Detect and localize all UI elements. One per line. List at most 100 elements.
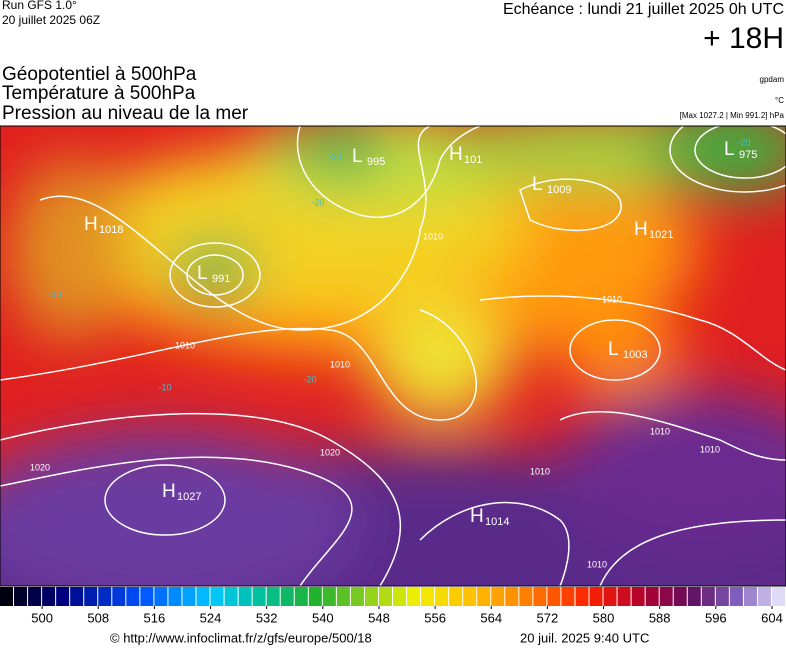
isobar-label: 1010 xyxy=(530,466,550,476)
colorbar-label: 532 xyxy=(256,610,278,625)
colorbar-swatch xyxy=(210,587,224,606)
isobar-label: 1010 xyxy=(175,340,195,350)
isobar-label: 1020 xyxy=(320,447,340,457)
colorbar-swatch xyxy=(715,587,729,606)
colorbar-swatch xyxy=(294,587,308,606)
valid-time: Echéance : lundi 21 juillet 2025 0h UTC xyxy=(503,1,784,18)
center-value: 1018 xyxy=(99,224,123,236)
colorbar-swatch xyxy=(42,587,56,606)
center-value: 1027 xyxy=(177,491,201,503)
colorbar-swatch xyxy=(743,587,757,606)
colorbar-swatch xyxy=(154,587,168,606)
colorbar-swatch xyxy=(561,587,575,606)
colorbar-label: 572 xyxy=(537,610,559,625)
colorbar-swatch xyxy=(701,587,715,606)
center-letter: L xyxy=(608,339,619,360)
colorbar-swatch xyxy=(322,587,336,606)
temp-label: -10 xyxy=(158,382,171,392)
colorbar-swatch xyxy=(617,587,631,606)
center-value: 1021 xyxy=(649,229,673,241)
colorbar-swatch xyxy=(575,587,589,606)
colorbar-swatch xyxy=(547,587,561,606)
center-value: 975 xyxy=(739,149,757,161)
temp-label: -10 xyxy=(48,289,61,299)
colorbar-swatch xyxy=(407,587,421,606)
center-letter: L xyxy=(352,146,363,167)
map-frame xyxy=(0,125,786,587)
colorbar-swatch xyxy=(463,587,477,606)
colorbar-swatch xyxy=(14,587,28,606)
temp-label: -20 xyxy=(328,151,341,161)
colorbar-label: 588 xyxy=(649,610,671,625)
isobars xyxy=(0,126,786,586)
colorbar-label: 500 xyxy=(31,610,53,625)
unit: gpdam xyxy=(760,75,785,84)
colorbar-swatch xyxy=(28,587,42,606)
colorbar-swatch xyxy=(631,587,645,606)
colorbar-swatch xyxy=(477,587,491,606)
isobar-label: 1010 xyxy=(587,559,607,569)
colorbar-swatch xyxy=(757,587,771,606)
colorbar-swatch xyxy=(336,587,350,606)
colorbar-swatch xyxy=(435,587,449,606)
colorbar-swatch xyxy=(364,587,378,606)
colorbar-swatch xyxy=(126,587,140,606)
center-letter: L xyxy=(532,174,543,195)
colorbar-label: 524 xyxy=(200,610,222,625)
isobar-label: 1010 xyxy=(700,444,720,454)
colorbar-label: 540 xyxy=(312,610,334,625)
title: Température à 500hPa xyxy=(2,83,196,104)
title: Géopotentiel à 500hPa xyxy=(2,64,197,85)
run: Run GFS 1.0° xyxy=(2,0,77,12)
colorbar-swatch xyxy=(252,587,266,606)
center-value: 1009 xyxy=(547,184,571,196)
colorbar-swatch xyxy=(659,587,673,606)
colorbar-label: 604 xyxy=(761,610,783,625)
colorbar-swatch xyxy=(589,587,603,606)
colorbar-swatch xyxy=(505,587,519,606)
colorbar-swatch xyxy=(687,587,701,606)
center-letter: H xyxy=(449,144,463,165)
colorbar-swatch xyxy=(70,587,84,606)
colorbar-swatch xyxy=(378,587,392,606)
colorbar-swatch xyxy=(771,587,785,606)
colorbar-label: 556 xyxy=(424,610,446,625)
colorbar-swatch xyxy=(673,587,687,606)
center-letter: H xyxy=(634,219,648,240)
center-value: 991 xyxy=(212,273,230,285)
colorbar-swatch xyxy=(393,587,407,606)
colorbar-swatch xyxy=(645,587,659,606)
center-letter: L xyxy=(724,139,735,160)
center-value: 995 xyxy=(367,156,385,168)
colorbar-swatch xyxy=(238,587,252,606)
colorbar-swatch xyxy=(449,587,463,606)
isobar-label: 1010 xyxy=(423,231,443,241)
colorbar-swatch xyxy=(0,587,14,606)
isobar-label: 1020 xyxy=(30,462,50,472)
unit: [Max 1027.2 | Min 991.2] hPa xyxy=(680,111,785,120)
colorbar-swatch xyxy=(421,587,435,606)
colorbar-swatch xyxy=(533,587,547,606)
isobar-label: 1010 xyxy=(330,359,350,369)
colorbar-swatch xyxy=(182,587,196,606)
colorbar-label: 564 xyxy=(480,610,502,625)
center-letter: L xyxy=(197,263,208,284)
colorbar-swatch xyxy=(140,587,154,606)
temp-label: -20 xyxy=(737,137,750,147)
colorbar-swatch xyxy=(266,587,280,606)
center-value: 1003 xyxy=(623,349,647,361)
colorbar-swatch xyxy=(729,587,743,606)
colorbar-label: 580 xyxy=(593,610,615,625)
source: © http://www.infoclimat.fr/z/gfs/europe/… xyxy=(110,630,372,645)
colorbar-swatch xyxy=(491,587,505,606)
title: Pression au niveau de la mer xyxy=(2,103,249,124)
colorbar-label: 508 xyxy=(87,610,109,625)
isobar-label: 1010 xyxy=(602,294,622,304)
colorbar-swatch xyxy=(112,587,126,606)
colorbar-swatch xyxy=(519,587,533,606)
colorbar-label: 596 xyxy=(705,610,727,625)
colorbar-swatch xyxy=(224,587,238,606)
colorbar-swatch xyxy=(308,587,322,606)
